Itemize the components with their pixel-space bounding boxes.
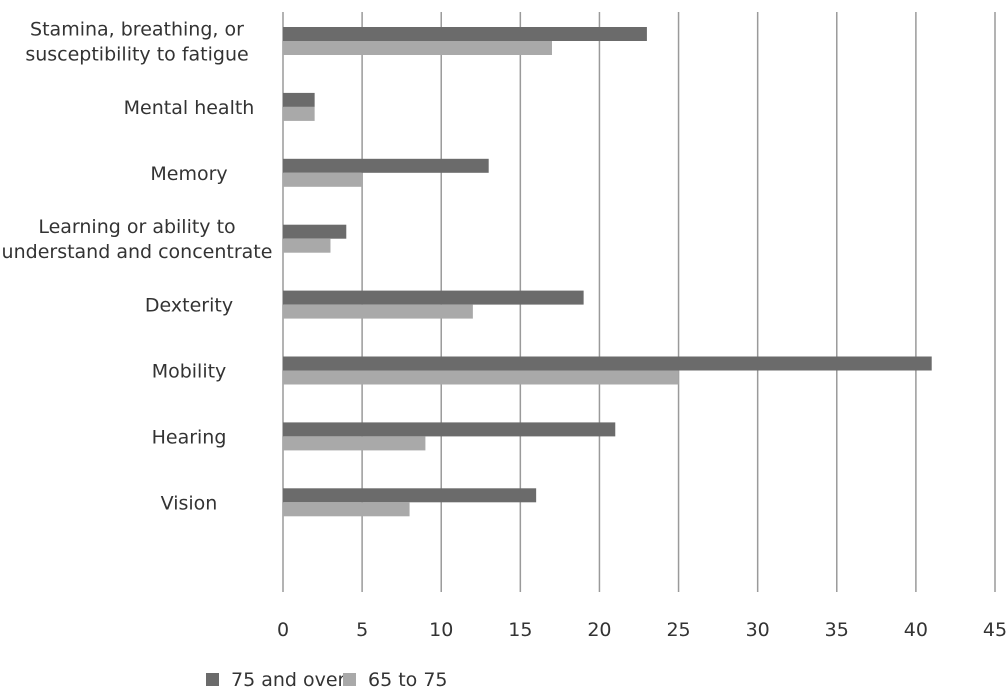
bar-75-and-over [283, 422, 616, 437]
x-tick-label: 10 [429, 619, 453, 641]
bar-75-and-over [283, 27, 647, 41]
legend: 75 and over 65 to 75 [206, 669, 448, 691]
bar-65-to-75 [283, 436, 426, 451]
category-label: susceptibility to fatigue [25, 44, 248, 66]
bar-75-and-over [283, 92, 315, 107]
bar-75-and-over [283, 356, 932, 371]
x-tick-label: 40 [904, 619, 928, 641]
bar-75-and-over [283, 290, 584, 305]
category-label: understand and concentrate [2, 241, 273, 263]
category-label: Stamina, breathing, or [30, 19, 244, 41]
bars [283, 27, 932, 517]
category-label: Mobility [152, 361, 227, 383]
legend-label: 65 to 75 [368, 669, 448, 691]
x-axis-tick-labels: 0 5 10 15 20 25 30 35 40 45 [277, 619, 1007, 641]
x-tick-label: 5 [356, 619, 368, 641]
x-tick-label: 20 [587, 619, 611, 641]
x-tick-label: 45 [983, 619, 1007, 641]
legend-swatch-65-to-75 [343, 673, 356, 686]
x-tick-label: 0 [277, 619, 289, 641]
bar-65-to-75 [283, 502, 410, 517]
bar-75-and-over [283, 488, 537, 503]
category-label: Mental health [124, 97, 255, 119]
category-label: Vision [161, 492, 218, 514]
bar-65-to-75 [283, 41, 552, 55]
gridlines [282, 12, 996, 592]
x-tick-label: 35 [825, 619, 849, 641]
category-label: Memory [150, 163, 227, 185]
category-label: Learning or ability to [38, 216, 235, 238]
bar-65-to-75 [283, 370, 679, 385]
bar-65-to-75 [283, 238, 331, 253]
legend-swatch-75-and-over [206, 673, 219, 686]
x-tick-label: 25 [666, 619, 690, 641]
bar-75-and-over [283, 224, 347, 239]
category-labels: Stamina, breathing, or susceptibility to … [2, 19, 273, 515]
category-label: Dexterity [145, 295, 233, 317]
legend-label: 75 and over [231, 669, 346, 691]
x-tick-label: 15 [508, 619, 532, 641]
bar-65-to-75 [283, 172, 363, 187]
bar-65-to-75 [283, 106, 315, 121]
category-label: Hearing [152, 426, 227, 448]
x-tick-label: 30 [746, 619, 770, 641]
bar-65-to-75 [283, 304, 473, 319]
bar-75-and-over [283, 158, 489, 173]
